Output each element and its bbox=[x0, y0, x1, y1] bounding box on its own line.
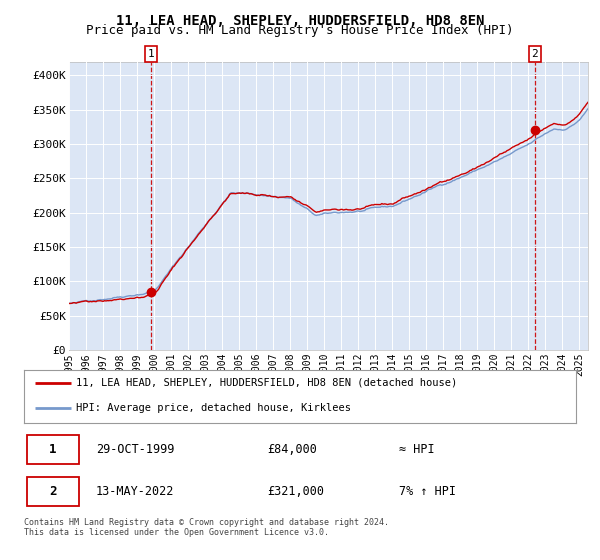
Text: ≈ HPI: ≈ HPI bbox=[400, 443, 435, 456]
Text: 2: 2 bbox=[49, 485, 57, 498]
Text: 29-OCT-1999: 29-OCT-1999 bbox=[96, 443, 174, 456]
Text: Price paid vs. HM Land Registry's House Price Index (HPI): Price paid vs. HM Land Registry's House … bbox=[86, 24, 514, 37]
Text: HPI: Average price, detached house, Kirklees: HPI: Average price, detached house, Kirk… bbox=[76, 403, 352, 413]
FancyBboxPatch shape bbox=[27, 477, 79, 506]
Text: Contains HM Land Registry data © Crown copyright and database right 2024.
This d: Contains HM Land Registry data © Crown c… bbox=[24, 518, 389, 538]
Text: 2: 2 bbox=[532, 49, 538, 59]
Text: 13-MAY-2022: 13-MAY-2022 bbox=[96, 485, 174, 498]
Text: 1: 1 bbox=[148, 49, 155, 59]
Text: 1: 1 bbox=[49, 443, 57, 456]
Text: £321,000: £321,000 bbox=[267, 485, 324, 498]
Text: 7% ↑ HPI: 7% ↑ HPI bbox=[400, 485, 457, 498]
Text: 11, LEA HEAD, SHEPLEY, HUDDERSFIELD, HD8 8EN: 11, LEA HEAD, SHEPLEY, HUDDERSFIELD, HD8… bbox=[116, 14, 484, 28]
Text: 11, LEA HEAD, SHEPLEY, HUDDERSFIELD, HD8 8EN (detached house): 11, LEA HEAD, SHEPLEY, HUDDERSFIELD, HD8… bbox=[76, 378, 458, 388]
Text: £84,000: £84,000 bbox=[267, 443, 317, 456]
FancyBboxPatch shape bbox=[27, 435, 79, 464]
